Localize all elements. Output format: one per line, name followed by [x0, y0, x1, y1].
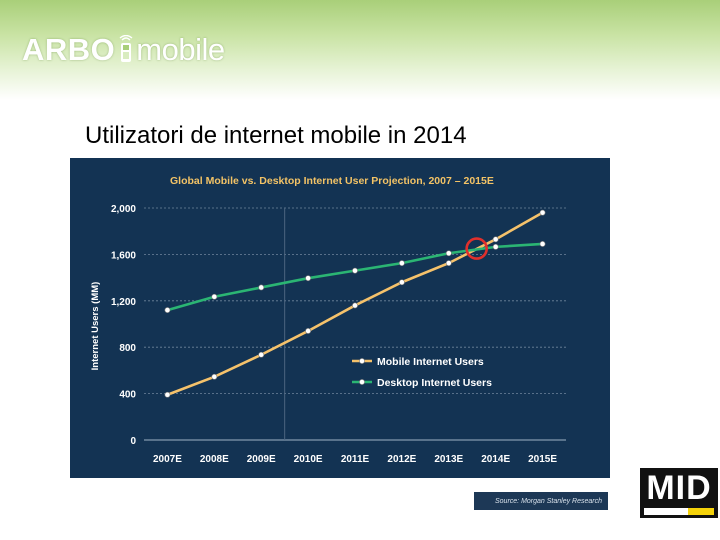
y-tick-label: 1,200 [111, 297, 136, 308]
chart-title: Global Mobile vs. Desktop Internet User … [170, 175, 494, 187]
mid-logo-strip-accent [688, 508, 714, 515]
y-tick-label: 0 [130, 436, 136, 447]
data-point [445, 250, 452, 257]
data-point [164, 391, 171, 398]
source-note: Source: Morgan Stanley Research [474, 492, 608, 510]
x-tick-label: 2007E [153, 454, 182, 465]
x-tick-label: 2013E [434, 454, 463, 465]
x-tick-label: 2009E [247, 454, 276, 465]
y-tick-label: 2,000 [111, 204, 136, 215]
data-point [305, 328, 312, 334]
x-tick-label: 2015E [528, 454, 557, 465]
legend-marker [359, 358, 365, 364]
mobile-phone-icon [118, 34, 134, 63]
y-tick-labels: 0 400 800 1,200 1,600 2,000 [111, 204, 136, 447]
data-point [492, 243, 499, 250]
arbo-mobile-logo: ARBO mobile [22, 30, 225, 70]
data-point [258, 284, 265, 291]
series-layer [164, 209, 546, 398]
x-tick-label: 2010E [294, 454, 323, 465]
data-point [398, 279, 405, 286]
logo-text-mobile: mobile [136, 32, 225, 67]
y-tick-label: 1,600 [111, 250, 136, 261]
x-tick-labels: 2007E 2008E 2009E 2010E 2011E 2012E 2013E 2014E… [153, 454, 557, 465]
data-point [539, 241, 546, 247]
data-point [305, 275, 312, 282]
y-tick-label: 800 [119, 343, 136, 354]
data-point [398, 260, 405, 266]
y-tick-label: 400 [119, 390, 136, 401]
slide-title: Utilizatori de internet mobile in 2014 [85, 122, 467, 149]
data-point [539, 209, 546, 216]
legend: Mobile Internet Users Desktop Internet Us… [352, 356, 492, 389]
data-point [211, 373, 218, 380]
mid-logo: MID [640, 468, 718, 518]
logo-text-arbo: ARBO [22, 32, 116, 67]
x-tick-label: 2008E [200, 454, 229, 465]
intersection-highlight-circle [465, 237, 488, 260]
line-chart: Global Mobile vs. Desktop Internet User … [90, 175, 566, 465]
header-band [0, 0, 720, 100]
data-point [258, 351, 265, 358]
mid-logo-text: MID [646, 469, 712, 507]
data-point [352, 267, 358, 274]
data-point [164, 307, 171, 313]
data-point [492, 236, 499, 243]
y-axis-label: Internet Users (MM) [90, 282, 101, 371]
mid-logo-strip [644, 508, 714, 515]
annotation-layer [465, 237, 488, 260]
data-point [211, 293, 218, 300]
x-tick-label: 2012E [387, 454, 416, 465]
legend-label: Desktop Internet Users [377, 377, 492, 389]
data-point [352, 302, 358, 309]
data-point [445, 260, 452, 266]
x-tick-label: 2011E [341, 454, 370, 465]
x-tick-label: 2014E [481, 454, 510, 465]
axes [144, 208, 566, 441]
legend-label: Mobile Internet Users [377, 356, 484, 368]
legend-marker [359, 379, 365, 385]
chart-panel: Global Mobile vs. Desktop Internet User … [70, 158, 610, 478]
